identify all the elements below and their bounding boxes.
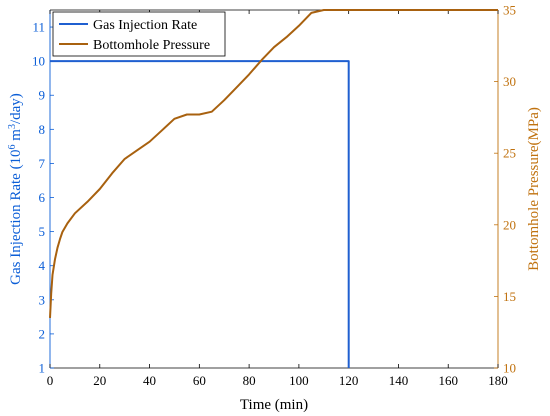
y-left-tick-label: 2 <box>39 326 46 341</box>
y-right-tick-label: 20 <box>503 217 516 232</box>
legend-label-gas-injection-rate: Gas Injection Rate <box>93 18 197 33</box>
legend: Gas Injection Rate Bottomhole Pressure <box>52 11 226 57</box>
series-layer <box>49 9 498 368</box>
x-tick-label: 120 <box>339 373 359 388</box>
x-tick-label: 0 <box>47 373 54 388</box>
y-left-tick-label: 6 <box>39 190 46 205</box>
x-axis: 0 20 40 60 80 100 120 140 160 180 <box>47 10 508 388</box>
x-tick-label: 60 <box>193 373 206 388</box>
y-left-tick-label: 1 <box>39 361 46 376</box>
x-tick-label: 140 <box>389 373 409 388</box>
x-tick-label: 100 <box>289 373 309 388</box>
y-axis-right: 10 15 20 25 30 35 <box>494 3 516 376</box>
y-right-tick-label: 35 <box>503 3 516 18</box>
y-left-tick-label: 5 <box>39 224 46 239</box>
y-right-tick-label: 15 <box>503 289 516 304</box>
y-right-tick-label: 10 <box>503 361 516 376</box>
x-tick-label: 40 <box>143 373 156 388</box>
y-axis-right-title: Bottomhole Pressure(MPa) <box>526 107 542 271</box>
x-tick-label: 180 <box>488 373 508 388</box>
x-axis-title: Time (min) <box>240 397 308 413</box>
legend-box <box>52 11 226 57</box>
y-right-tick-label: 25 <box>503 146 516 161</box>
y-right-tick-label: 30 <box>503 74 516 89</box>
y-axis-left-title: Gas Injection Rate (106 m3/day) <box>7 93 25 285</box>
y-left-tick-label: 3 <box>39 292 46 307</box>
series-line-bottomhole-pressure <box>49 9 498 318</box>
y-left-tick-label: 10 <box>32 54 45 69</box>
y-left-tick-label: 11 <box>32 20 45 35</box>
series-line-gas-injection-rate <box>50 60 350 368</box>
y-left-tick-label: 7 <box>39 156 46 171</box>
x-tick-label: 160 <box>438 373 458 388</box>
x-tick-label: 80 <box>243 373 256 388</box>
legend-label-bottomhole-pressure: Bottomhole Pressure <box>93 38 210 53</box>
x-tick-label: 20 <box>93 373 106 388</box>
y-left-tick-label: 9 <box>39 88 46 103</box>
y-left-tick-label: 4 <box>39 258 46 273</box>
y-left-tick-label: 8 <box>39 122 46 137</box>
y-axis-left: 1 2 3 4 5 6 7 8 9 10 11 <box>32 20 54 376</box>
plot-frame <box>49 9 499 369</box>
